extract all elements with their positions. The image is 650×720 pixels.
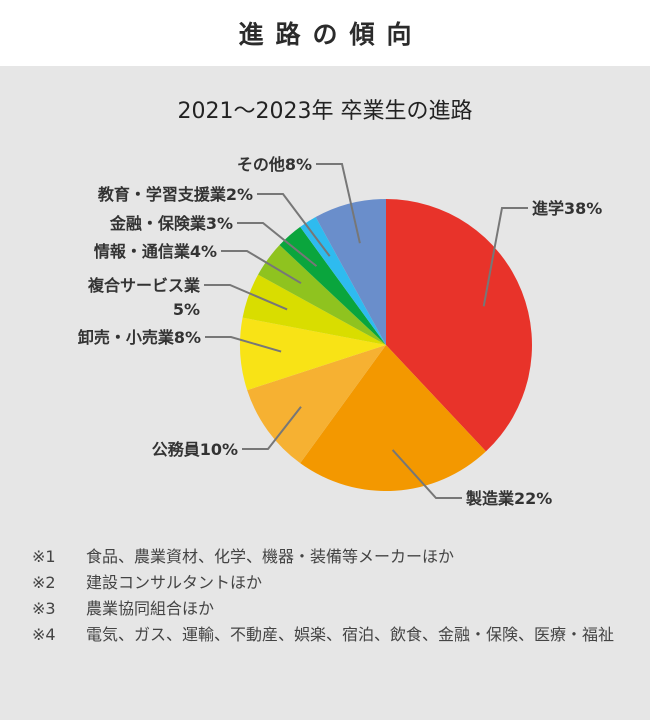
slice-label: 金融・保険業3%	[109, 214, 233, 233]
footnote-row: ※2 建設コンサルタントほか	[32, 570, 632, 596]
pie-slice	[386, 199, 532, 452]
pie-slice	[315, 199, 386, 345]
pie-chart: 2021〜2023年 卒業生の進路 進学38% 製造業22% 公務員10% 卸売・小売…	[78, 99, 602, 508]
slice-label: 卸売・小売業8%	[78, 328, 201, 347]
chart-title: 2021〜2023年 卒業生の進路	[178, 99, 473, 124]
leader-line	[257, 193, 331, 257]
leader-line	[221, 250, 302, 285]
leader-line	[391, 449, 462, 499]
footnote-text: 電気、ガス、運輸、不動産、娯楽、宿泊、飲食、金融・保険、医療・福祉	[86, 625, 615, 644]
footnotes: ※1 食品、農業資材、化学、機器・装備等メーカーほか ※2 建設コンサルタントほ…	[32, 544, 632, 648]
pie-slice	[300, 217, 386, 345]
footnote-row: ※4 電気、ガス、運輸、不動産、娯楽、宿泊、飲食、金融・保険、医療・福祉	[32, 622, 632, 648]
footnote-mark: ※1	[32, 547, 56, 566]
footnote-text: 建設コンサルタントほか	[86, 573, 263, 592]
leader-line	[204, 284, 288, 311]
slice-label: 製造業22%	[465, 489, 552, 508]
footnote-mark: ※3	[32, 599, 56, 618]
chart-panel: 2021〜2023年 卒業生の進路 進学38% 製造業22% 公務員10% 卸売・小売…	[0, 66, 650, 720]
slice-label: 複合サービス業	[87, 276, 201, 295]
slice-label: 進学38%	[532, 199, 602, 218]
pie-slice	[247, 345, 386, 464]
pie-slice	[242, 274, 386, 345]
footnote-text: 食品、農業資材、化学、機器・装備等メーカーほか	[86, 547, 455, 566]
leader-line	[482, 207, 528, 307]
leader-line	[205, 336, 282, 353]
slice-label: その他8%	[237, 155, 312, 174]
slice-label: 教育・学習支援業2%	[98, 185, 253, 204]
leader-line	[316, 163, 361, 244]
leader-lines	[204, 163, 528, 499]
slice-label: 公務員10%	[152, 440, 238, 459]
page-title: 進路の傾向	[238, 20, 424, 49]
slice-labels: 進学38% 製造業22% 公務員10% 卸売・小売業8% 複合サービス業 5% 情報・通信業…	[78, 155, 602, 508]
leader-line	[242, 406, 302, 450]
pie-slices	[240, 199, 532, 492]
slice-label: 情報・通信業4%	[94, 242, 217, 261]
footnote-mark: ※2	[32, 573, 56, 592]
pie-slice	[240, 317, 386, 391]
footnote-row: ※3 農業協同組合ほか	[32, 596, 632, 622]
pie-slice	[300, 345, 486, 492]
page-header: 進路の傾向	[0, 0, 650, 66]
pie-slice	[258, 245, 386, 345]
footnote-row: ※1 食品、農業資材、化学、機器・装備等メーカーほか	[32, 544, 632, 570]
leader-line	[237, 222, 318, 267]
footnote-mark: ※4	[32, 625, 56, 644]
slice-value-label: 5%	[173, 300, 200, 319]
footnote-text: 農業協同組合ほか	[86, 599, 215, 618]
pie-slice	[279, 226, 386, 345]
